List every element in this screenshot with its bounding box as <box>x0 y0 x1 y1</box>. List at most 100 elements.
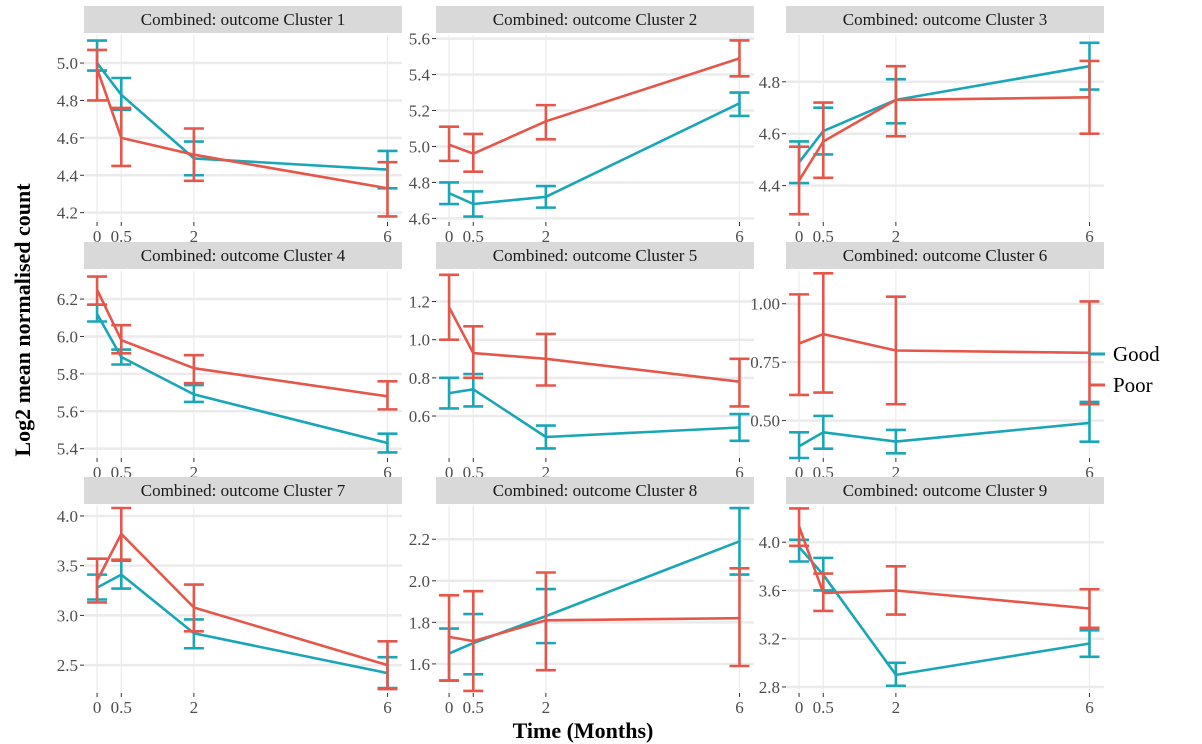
x-tick-label: 0.5 <box>813 227 834 246</box>
series-line-poor <box>95 289 388 398</box>
panel-title: Combined: outcome Cluster 4 <box>141 246 346 265</box>
x-tick-label: 0 <box>795 463 804 482</box>
error-bar-poor <box>1079 587 1100 630</box>
x-tick-label: 6 <box>1085 227 1094 246</box>
error-bar-poor <box>463 132 484 173</box>
series-line-good <box>96 62 388 171</box>
error-bar-poor <box>183 127 204 183</box>
panel-strip <box>436 242 754 269</box>
x-tick-label: 6 <box>735 698 744 717</box>
y-tick-label: 5.6 <box>57 402 78 421</box>
series-line-good <box>95 313 388 445</box>
series-line-poor <box>797 96 1090 182</box>
y-axis-title: Log2 mean normalised count <box>10 183 35 457</box>
error-bar-poor <box>729 39 750 78</box>
x-tick-label: 0 <box>445 698 454 717</box>
x-tick-label: 6 <box>383 463 392 482</box>
x-tick-label: 0 <box>795 698 804 717</box>
series-line-good <box>798 421 1090 448</box>
legend: Good Poor <box>1089 342 1160 397</box>
error-bar-poor <box>111 323 132 355</box>
x-tick-label: 6 <box>735 227 744 246</box>
y-tick-label: 4.0 <box>57 507 78 526</box>
y-tick-label: 1.8 <box>409 613 430 632</box>
series-line-good <box>798 64 1090 164</box>
error-bar-poor <box>377 160 398 218</box>
y-tick-label: 5.0 <box>409 137 430 156</box>
x-tick-label: 0 <box>445 227 454 246</box>
error-bar-poor <box>439 273 460 341</box>
error-bar-good <box>729 506 750 576</box>
panel-strip <box>84 6 402 33</box>
error-bar-poor <box>111 106 132 168</box>
x-tick-label: 0.5 <box>111 227 132 246</box>
error-bar-poor <box>729 357 750 408</box>
error-bar-poor <box>111 506 132 562</box>
y-tick-label: 4.6 <box>409 209 430 228</box>
error-bar-poor <box>535 571 556 672</box>
panel-title: Combined: outcome Cluster 7 <box>141 481 346 500</box>
y-tick-label: 4.6 <box>759 125 780 144</box>
panel-strip <box>84 242 402 269</box>
series-line-poor <box>95 68 388 190</box>
x-tick-label: 0 <box>93 698 102 717</box>
y-tick-label: 0.6 <box>409 407 430 426</box>
panel-title: Combined: outcome Cluster 8 <box>493 481 697 500</box>
x-tick-label: 0.5 <box>111 698 132 717</box>
panel-title: Combined: outcome Cluster 9 <box>843 481 1047 500</box>
y-tick-label: 0.8 <box>409 369 430 388</box>
error-bar-good <box>439 376 460 410</box>
error-bar-poor <box>377 639 398 691</box>
y-tick-label: 2.2 <box>409 530 430 549</box>
panel-strip <box>436 6 754 33</box>
error-bar-poor <box>183 583 204 633</box>
panel-cluster-3: Combined: outcome Cluster 3 4.4 4.6 4.8 0 0.5… <box>759 6 1104 246</box>
error-bar-poor <box>789 145 810 216</box>
error-bar-good <box>535 184 556 209</box>
y-tick-label: 0.75 <box>750 353 780 372</box>
y-tick-label: 2.5 <box>57 656 78 675</box>
panel-cluster-7: Combined: outcome Cluster 7 2.5 3.0 3.5 4.0 0… <box>57 477 402 717</box>
error-bar-good <box>535 424 556 450</box>
panel-cluster-4: Combined: outcome Cluster 4 5.4 5.6 5.8 6.0 6… <box>57 242 402 482</box>
error-bar-good <box>789 430 810 460</box>
x-tick-label: 6 <box>383 698 392 717</box>
x-tick-label: 2 <box>542 698 551 717</box>
x-tick-label: 2 <box>542 463 551 482</box>
y-tick-label: 4.0 <box>759 533 780 552</box>
y-tick-label: 3.2 <box>759 630 780 649</box>
y-tick-label: 0.50 <box>750 412 780 431</box>
panel-title: Combined: outcome Cluster 1 <box>141 10 345 29</box>
y-tick-label: 1.6 <box>409 655 430 674</box>
x-tick-label: 0 <box>795 227 804 246</box>
x-tick-label: 0 <box>93 227 102 246</box>
chart-panels: Combined: outcome Cluster 1 4.2 4.4 4.6 4.8 5… <box>57 6 1104 717</box>
error-bar-poor <box>885 64 906 138</box>
error-bar-good <box>111 76 132 112</box>
y-tick-label: 5.0 <box>57 54 78 73</box>
x-tick-label: 2 <box>190 698 199 717</box>
y-tick-label: 5.4 <box>57 440 79 459</box>
y-tick-label: 1.2 <box>409 293 430 312</box>
y-tick-label: 1.00 <box>750 295 780 314</box>
legend-label-poor: Poor <box>1113 373 1153 397</box>
x-tick-label: 2 <box>542 227 551 246</box>
error-bar-poor <box>535 332 556 387</box>
panel-cluster-5: Combined: outcome Cluster 5 0.6 0.8 1.0 1.2 0… <box>409 242 754 482</box>
x-tick-label: 6 <box>1085 463 1094 482</box>
panel-cluster-2: Combined: outcome Cluster 2 4.6 4.8 5.0 5.2 5… <box>409 6 754 246</box>
panel-strip <box>786 477 1104 504</box>
panel-strip <box>786 242 1104 269</box>
panel-strip <box>786 6 1104 33</box>
error-bar-poor <box>813 272 834 394</box>
series-line-poor <box>447 306 740 383</box>
panel-title: Combined: outcome Cluster 2 <box>493 10 697 29</box>
series-line-poor <box>95 532 388 667</box>
x-tick-label: 0 <box>445 463 454 482</box>
panel-cluster-1: Combined: outcome Cluster 1 4.2 4.4 4.6 4.8 5… <box>57 6 402 246</box>
y-tick-label: 4.8 <box>759 73 780 92</box>
series-line-poor <box>448 57 740 155</box>
error-bar-poor <box>813 101 834 180</box>
error-bar-good <box>1079 628 1100 659</box>
